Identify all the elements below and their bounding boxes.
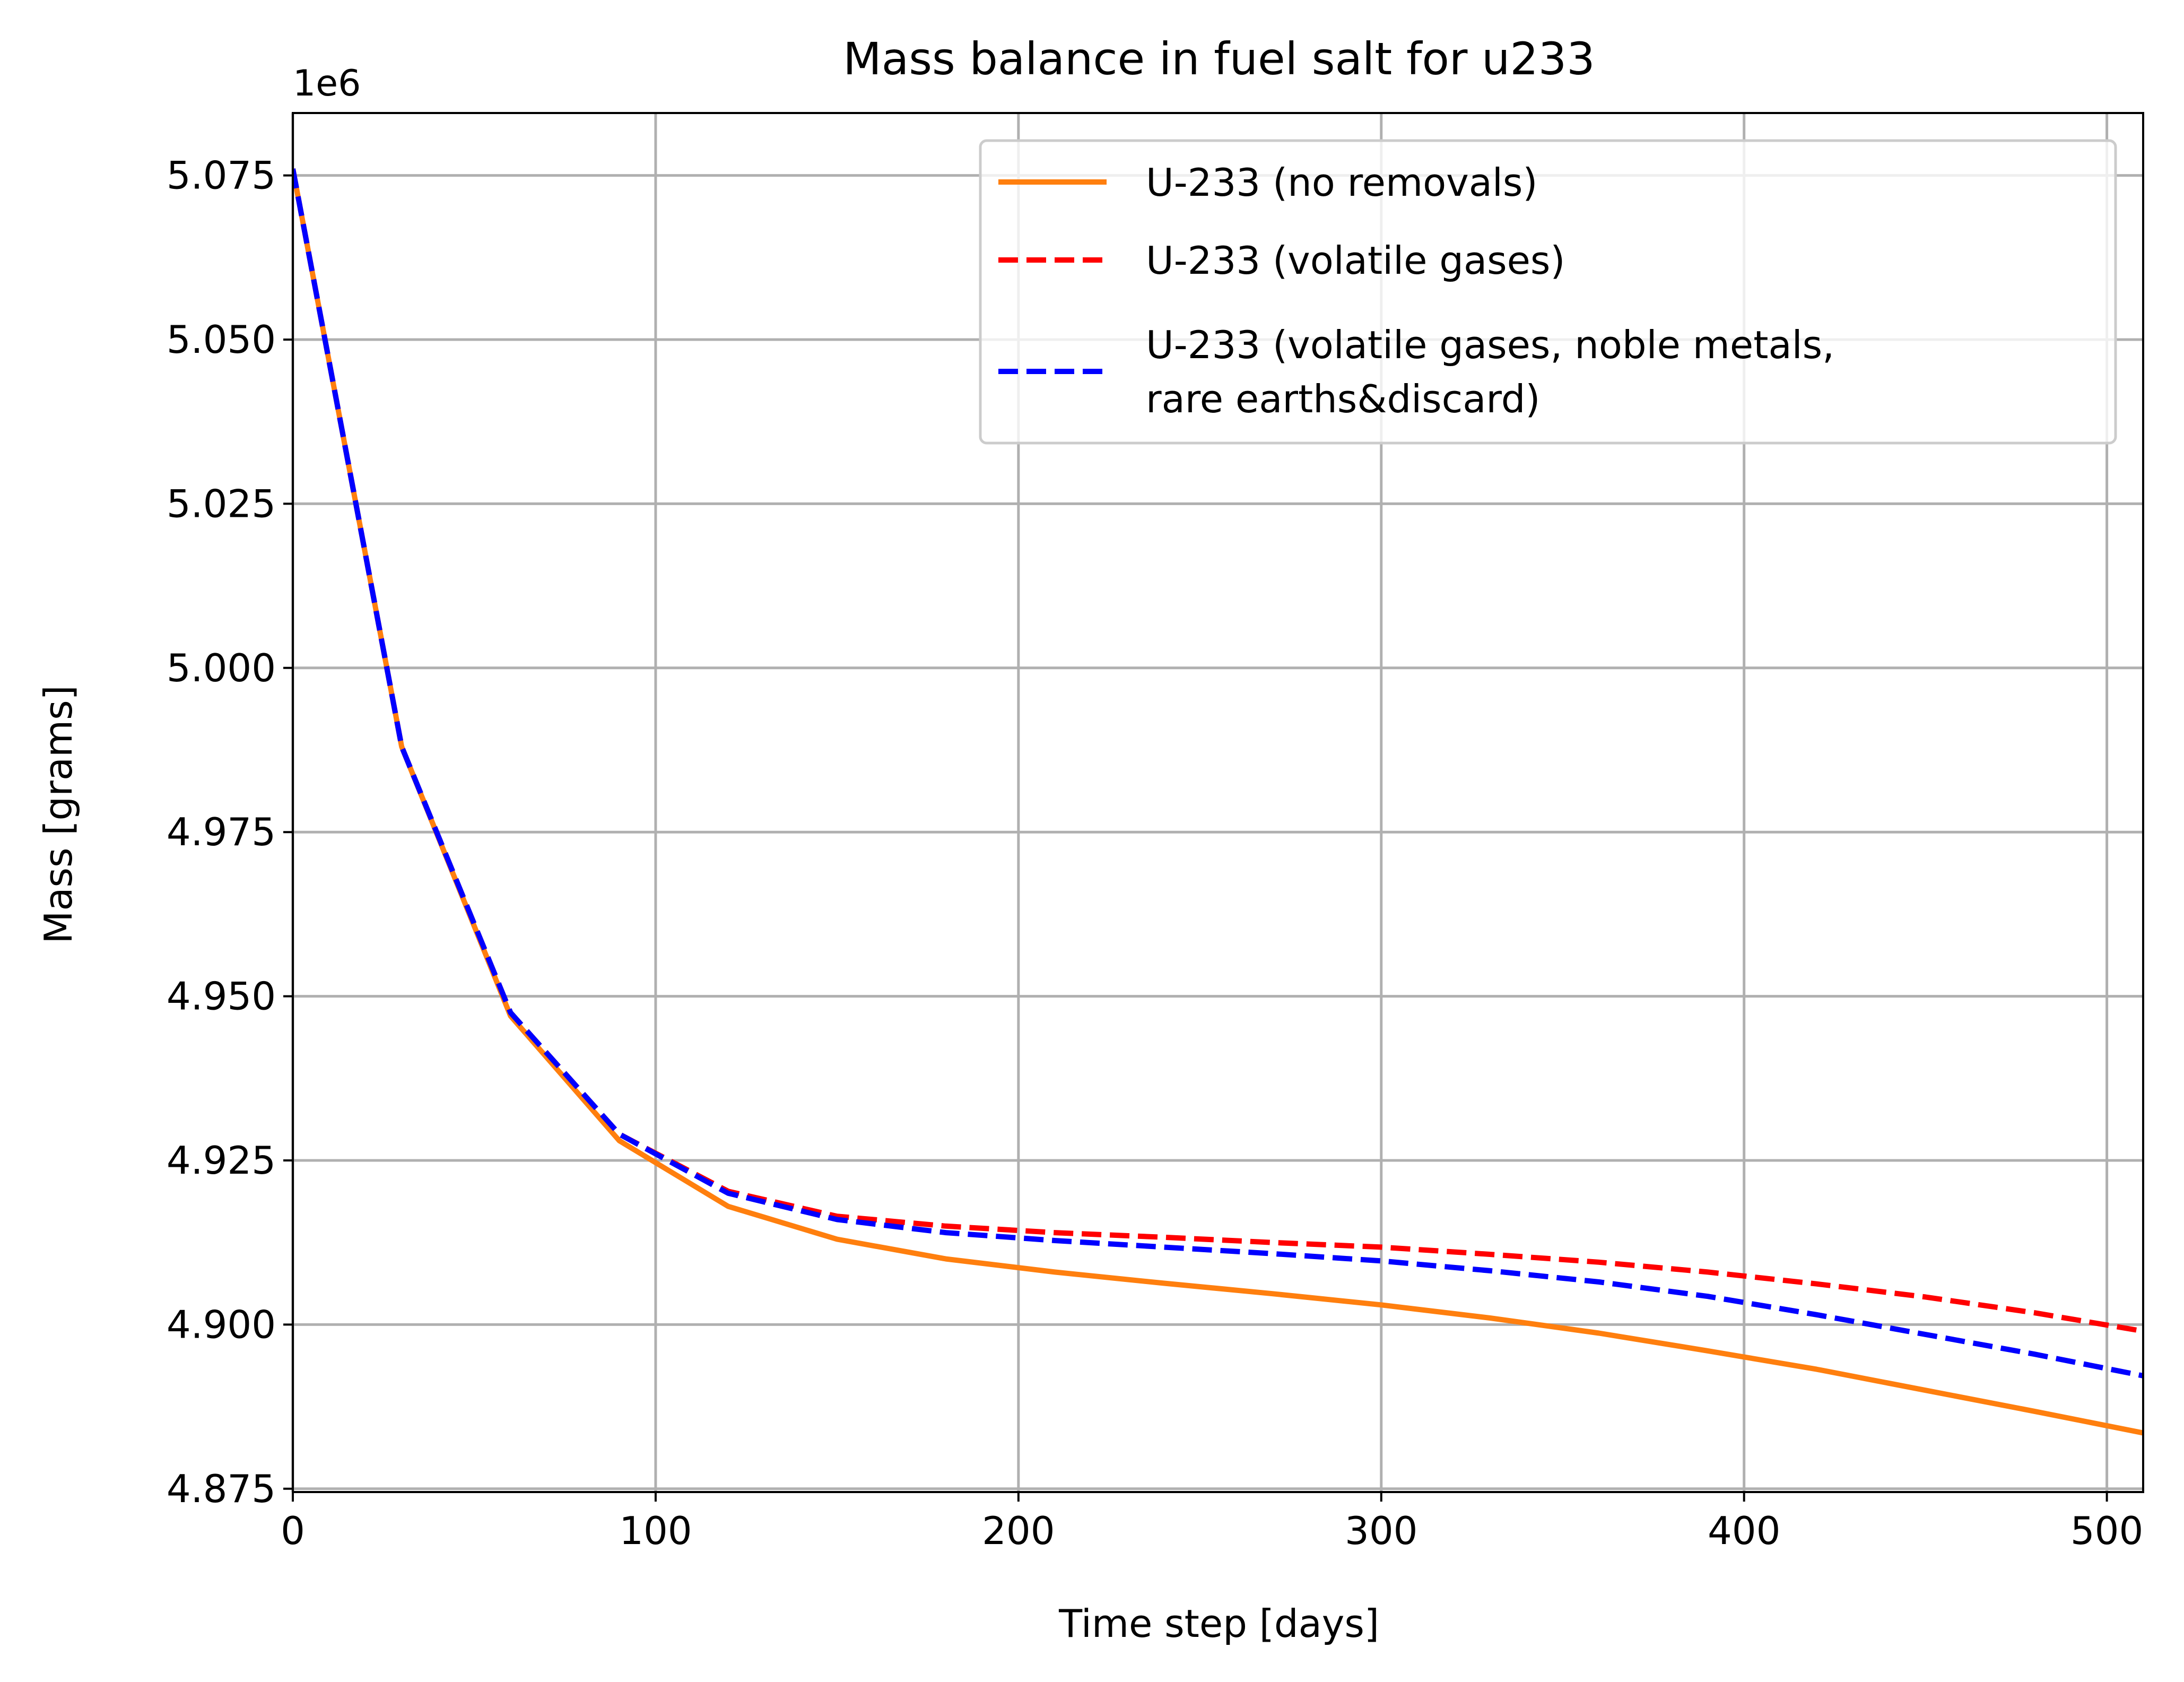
y-tick-label: 5.050 (167, 317, 276, 362)
x-axis-ticks: 0 100 200 300 400 500 (281, 1492, 2143, 1553)
x-tick-label: 200 (982, 1508, 1055, 1553)
series-line-1 (293, 168, 2143, 1436)
y-tick-label: 4.875 (167, 1467, 276, 1511)
legend-label: U-233 (volatile gases, noble metals, (1146, 323, 1834, 367)
chart-title: Mass balance in fuel salt for u233 (843, 33, 1595, 85)
legend-items: U-233 (no removals) U-233 (volatile gases… (998, 160, 1834, 421)
y-axis-ticks: 4.875 4.900 4.925 4.950 4.975 5.000 5.025 5.050… (167, 153, 293, 1511)
series-line-3 (293, 168, 2143, 1378)
legend-box (979, 139, 2117, 445)
x-tick-label: 100 (619, 1508, 692, 1553)
legend: U-233 (no removals) U-233 (volatile gases… (979, 139, 2117, 445)
y-axis-offset-label: 1e6 (293, 63, 361, 105)
legend-label: rare earths&discard) (1146, 377, 1541, 421)
x-tick-label: 500 (2070, 1508, 2143, 1553)
y-tick-label: 5.075 (167, 153, 276, 198)
y-tick-label: 5.000 (167, 646, 276, 690)
y-axis-label: Mass [grams] (36, 685, 81, 943)
axes-frame (292, 112, 2144, 1493)
y-tick-label: 5.025 (167, 481, 276, 526)
x-tick-label: 300 (1345, 1508, 1417, 1553)
x-tick-label: 0 (281, 1508, 305, 1553)
y-tick-label: 4.900 (167, 1302, 276, 1347)
legend-label: U-233 (no removals) (1146, 160, 1538, 205)
data-series (293, 168, 2143, 1436)
x-axis-label: Time step [days] (1058, 1601, 1379, 1646)
y-tick-label: 4.950 (167, 974, 276, 1019)
x-tick-label: 400 (1708, 1508, 1780, 1553)
y-tick-label: 4.975 (167, 810, 276, 854)
legend-label: U-233 (volatile gases) (1146, 238, 1565, 283)
y-tick-label: 4.925 (167, 1138, 276, 1183)
